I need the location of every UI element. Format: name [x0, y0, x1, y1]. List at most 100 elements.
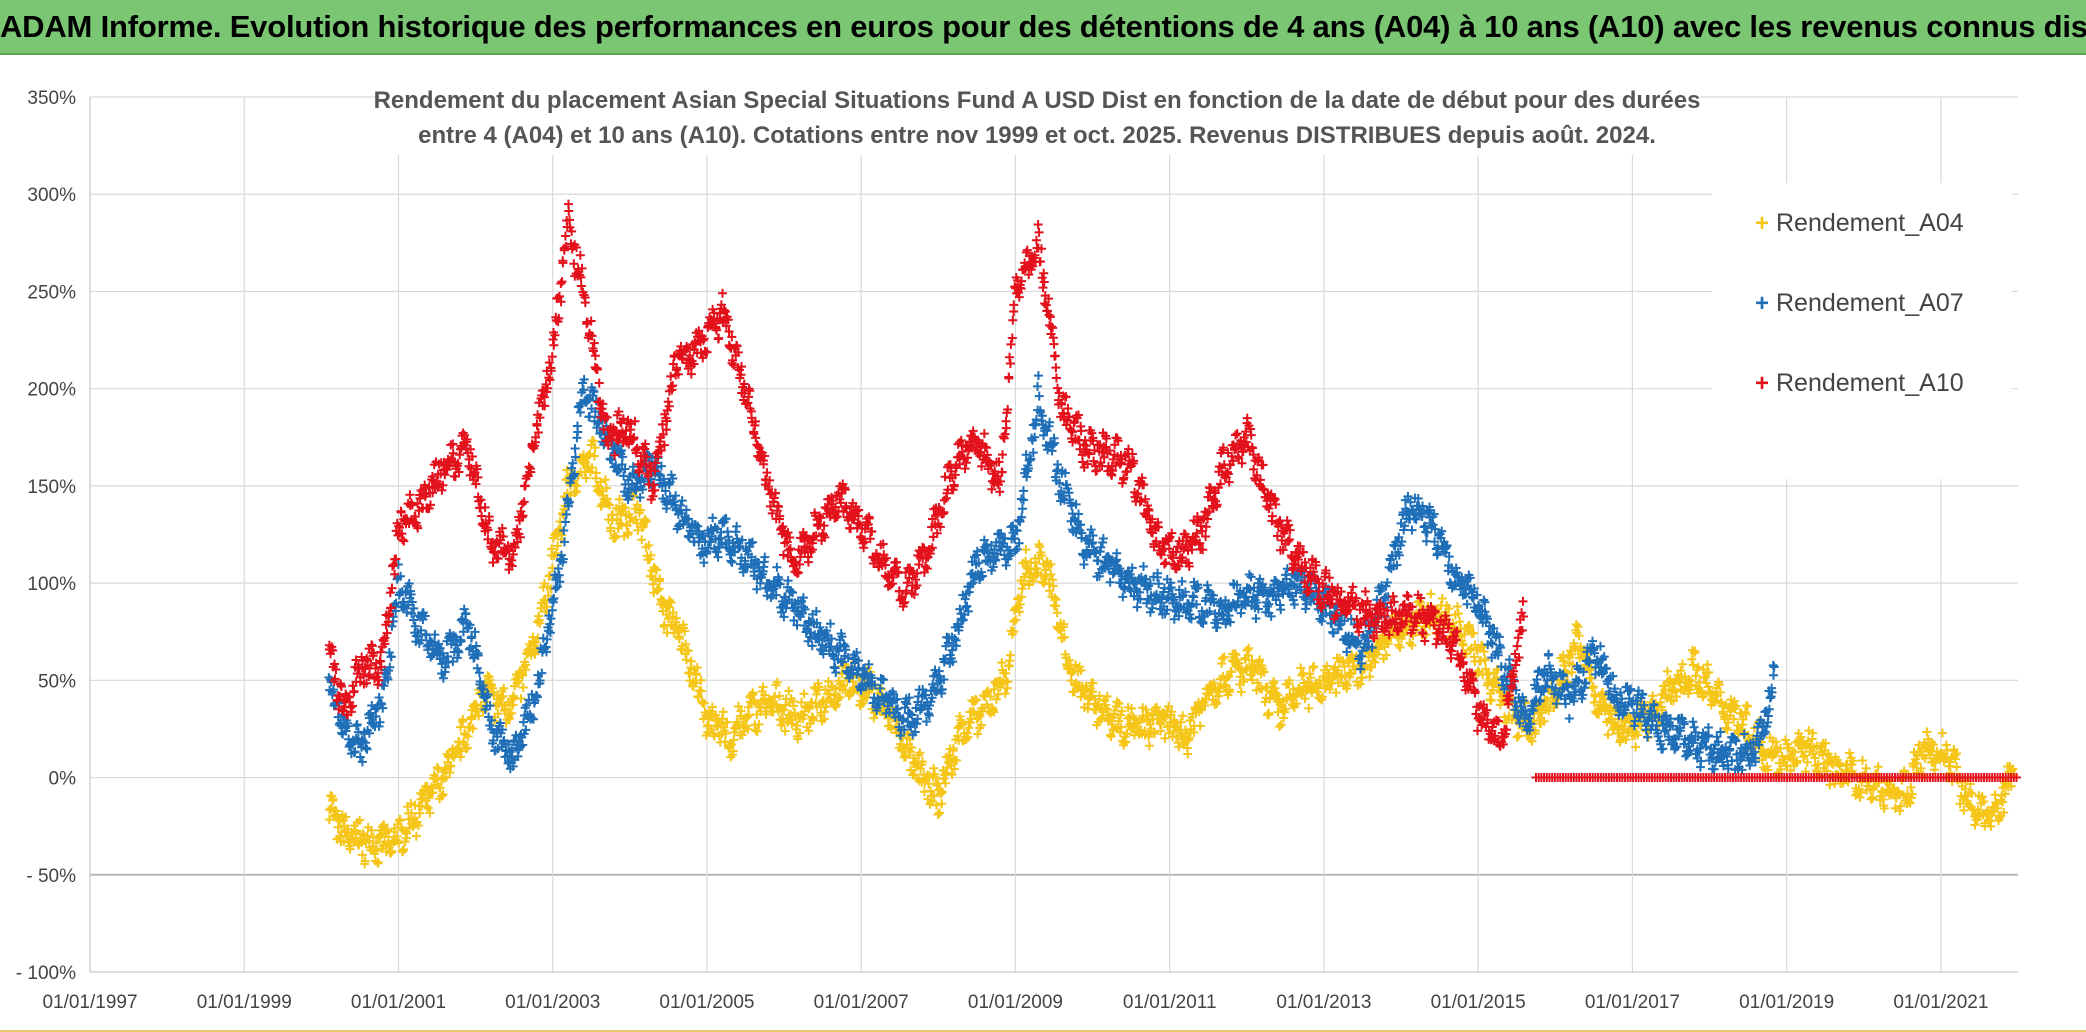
- data-point: [668, 608, 678, 618]
- data-point: [748, 689, 758, 699]
- data-point: [611, 532, 621, 542]
- data-point: [663, 614, 673, 624]
- data-point: [931, 800, 941, 810]
- data-point: [1076, 692, 1086, 702]
- y-tick-label: 350%: [27, 88, 76, 109]
- data-point: [1032, 563, 1042, 573]
- data-point: [589, 451, 599, 461]
- data-point: [886, 724, 896, 734]
- data-point: [1064, 655, 1074, 665]
- data-point: [428, 788, 438, 798]
- x-axis: 01/01/1997 01/01/1999 01/01/2001 01/01/2003…: [42, 992, 1988, 1013]
- data-point: [1178, 711, 1188, 721]
- data-point: [351, 833, 361, 843]
- data-point: [468, 724, 478, 734]
- data-point: [924, 779, 934, 789]
- data-point: [441, 772, 451, 782]
- data-point: [1014, 607, 1024, 617]
- data-point: [581, 473, 591, 483]
- data-point: [1001, 668, 1011, 678]
- y-tick-label: - 50%: [26, 866, 76, 887]
- data-point: [1102, 691, 1112, 701]
- data-point: [371, 846, 381, 856]
- data-point: [933, 810, 943, 820]
- data-point: [632, 500, 642, 510]
- data-point: [808, 713, 818, 723]
- data-point: [1101, 700, 1111, 710]
- data-point: [542, 602, 552, 612]
- data-point: [355, 815, 365, 825]
- data-point: [654, 584, 664, 594]
- data-point: [1048, 581, 1058, 591]
- data-point: [812, 689, 822, 699]
- data-point: [587, 463, 597, 473]
- data-point: [1011, 615, 1021, 625]
- data-point: [772, 677, 782, 687]
- x-tick-label: 01/01/2017: [1585, 992, 1680, 1013]
- data-point: [435, 783, 445, 793]
- data-point: [650, 564, 660, 574]
- data-point: [929, 791, 939, 801]
- data-point: [543, 591, 553, 601]
- data-point: [1121, 737, 1131, 747]
- data-point: [425, 808, 435, 818]
- data-point: [671, 613, 681, 623]
- data-point: [378, 841, 388, 851]
- data-point: [623, 527, 633, 537]
- data-point: [858, 698, 868, 708]
- data-point: [774, 691, 784, 701]
- data-point: [1173, 723, 1183, 733]
- data-point: [431, 773, 441, 783]
- data-point: [500, 704, 510, 714]
- data-point: [721, 728, 731, 738]
- data-point: [392, 831, 402, 841]
- data-point: [722, 717, 732, 727]
- data-point: [424, 793, 434, 803]
- data-point: [1114, 699, 1124, 709]
- data-point: [591, 468, 601, 478]
- data-point: [1195, 721, 1205, 731]
- chart: - 100%- 50%0%50%100%150%200%250%300%350%…: [0, 55, 2086, 1030]
- data-point: [792, 721, 802, 731]
- data-point: [1009, 626, 1019, 636]
- data-point: [413, 821, 423, 831]
- data-point: [744, 710, 754, 720]
- data-point: [616, 519, 626, 529]
- data-point: [376, 830, 386, 840]
- data-point: [1021, 545, 1031, 555]
- data-point: [360, 856, 370, 866]
- data-point: [362, 831, 372, 841]
- data-point: [341, 812, 351, 822]
- data-point: [680, 626, 690, 636]
- data-point: [589, 436, 599, 446]
- data-point: [610, 533, 620, 543]
- data-point: [458, 714, 468, 724]
- data-point: [1005, 650, 1015, 660]
- data-point: [728, 746, 738, 756]
- data-point: [699, 698, 709, 708]
- data-point: [1171, 718, 1181, 728]
- data-point: [456, 722, 466, 732]
- x-tick-label: 01/01/2005: [659, 992, 754, 1013]
- data-point: [918, 757, 928, 767]
- data-point: [585, 449, 595, 459]
- data-point: [1195, 703, 1205, 713]
- data-point: [590, 443, 600, 453]
- data-point: [516, 694, 526, 704]
- data-point: [626, 512, 636, 522]
- data-point: [804, 704, 814, 714]
- data-point: [518, 682, 528, 692]
- data-point: [1160, 733, 1170, 743]
- data-point: [646, 550, 656, 560]
- y-tick-label: 0%: [49, 769, 77, 790]
- data-point: [402, 828, 412, 838]
- data-point: [1052, 608, 1062, 618]
- data-point: [758, 682, 768, 692]
- y-tick-label: 300%: [27, 185, 76, 206]
- data-point: [707, 702, 717, 712]
- data-point: [1155, 718, 1165, 728]
- data-point: [1164, 701, 1174, 711]
- data-point: [971, 695, 981, 705]
- data-point: [1059, 632, 1069, 642]
- data-point: [557, 530, 567, 540]
